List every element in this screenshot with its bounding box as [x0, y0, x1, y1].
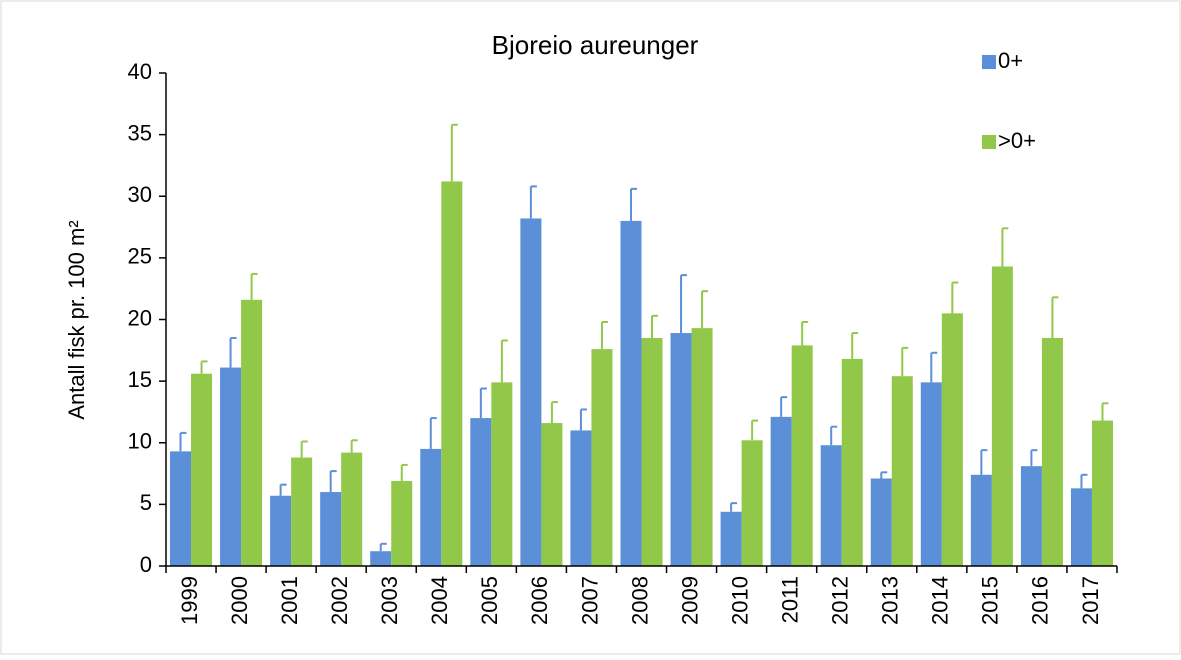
bar [1070, 488, 1092, 566]
legend-label: 0+ [998, 48, 1023, 73]
bar [470, 418, 492, 566]
chart-title: Bjoreio aureunger [492, 30, 699, 60]
bar [941, 313, 963, 566]
bar [870, 478, 892, 566]
bar [991, 266, 1013, 566]
bar [891, 376, 913, 566]
bar [320, 492, 342, 566]
x-tick-label: 2013 [878, 576, 903, 625]
y-tick-label: 5 [140, 490, 152, 515]
bar [520, 218, 542, 566]
bar [370, 551, 392, 566]
x-tick-label: 2006 [527, 576, 552, 625]
y-tick-label: 35 [128, 120, 152, 145]
bar [970, 474, 992, 566]
x-tick-label: 2004 [427, 576, 452, 625]
y-tick-label: 25 [128, 244, 152, 269]
bar [841, 358, 863, 566]
bar [720, 511, 742, 566]
bar [391, 480, 413, 566]
x-tick-label: 2016 [1028, 576, 1053, 625]
bar [1091, 420, 1113, 566]
bar [1041, 337, 1063, 566]
bar [691, 328, 713, 566]
x-tick-label: 2001 [277, 576, 302, 625]
bar [620, 220, 642, 566]
bar [570, 430, 592, 566]
bar [241, 299, 263, 566]
bar [820, 445, 842, 566]
bar [341, 452, 363, 566]
bar [591, 349, 613, 566]
x-tick-label: 2010 [727, 576, 752, 625]
bar [641, 337, 663, 566]
x-tick-label: 2012 [828, 576, 853, 625]
x-tick-label: 2015 [978, 576, 1003, 625]
legend-label: >0+ [998, 128, 1036, 153]
bar [920, 382, 942, 566]
legend-swatch [982, 135, 996, 149]
x-tick-label: 2000 [227, 576, 252, 625]
bar [791, 345, 813, 566]
y-tick-label: 30 [128, 182, 152, 207]
y-tick-label: 15 [128, 367, 152, 392]
bar [170, 451, 192, 566]
x-tick-label: 2008 [627, 576, 652, 625]
bar [670, 333, 692, 566]
legend-swatch [982, 55, 996, 69]
bar [291, 457, 313, 566]
x-tick-label: 2011 [777, 576, 802, 623]
x-tick-label: 2007 [577, 576, 602, 625]
y-tick-label: 0 [140, 552, 152, 577]
bar [441, 181, 463, 566]
bar [220, 367, 242, 566]
bar [770, 416, 792, 566]
bar [420, 448, 442, 566]
y-tick-label: 20 [128, 305, 152, 330]
x-tick-label: 2014 [928, 576, 953, 625]
bar [191, 373, 213, 566]
x-tick-label: 2003 [377, 576, 402, 625]
bar [491, 382, 513, 566]
bar [1020, 466, 1042, 566]
x-tick-label: 2002 [327, 576, 352, 625]
bar [270, 495, 292, 566]
bar [541, 423, 563, 566]
y-tick-label: 10 [128, 429, 152, 454]
bar [741, 440, 763, 566]
y-tick-label: 40 [128, 59, 152, 84]
x-tick-label: 1999 [177, 576, 202, 625]
y-axis-title: Antall fisk pr. 100 m² [64, 220, 89, 419]
x-tick-label: 2005 [477, 576, 502, 625]
x-tick-label: 2017 [1078, 576, 1103, 625]
x-tick-label: 2009 [677, 576, 702, 625]
